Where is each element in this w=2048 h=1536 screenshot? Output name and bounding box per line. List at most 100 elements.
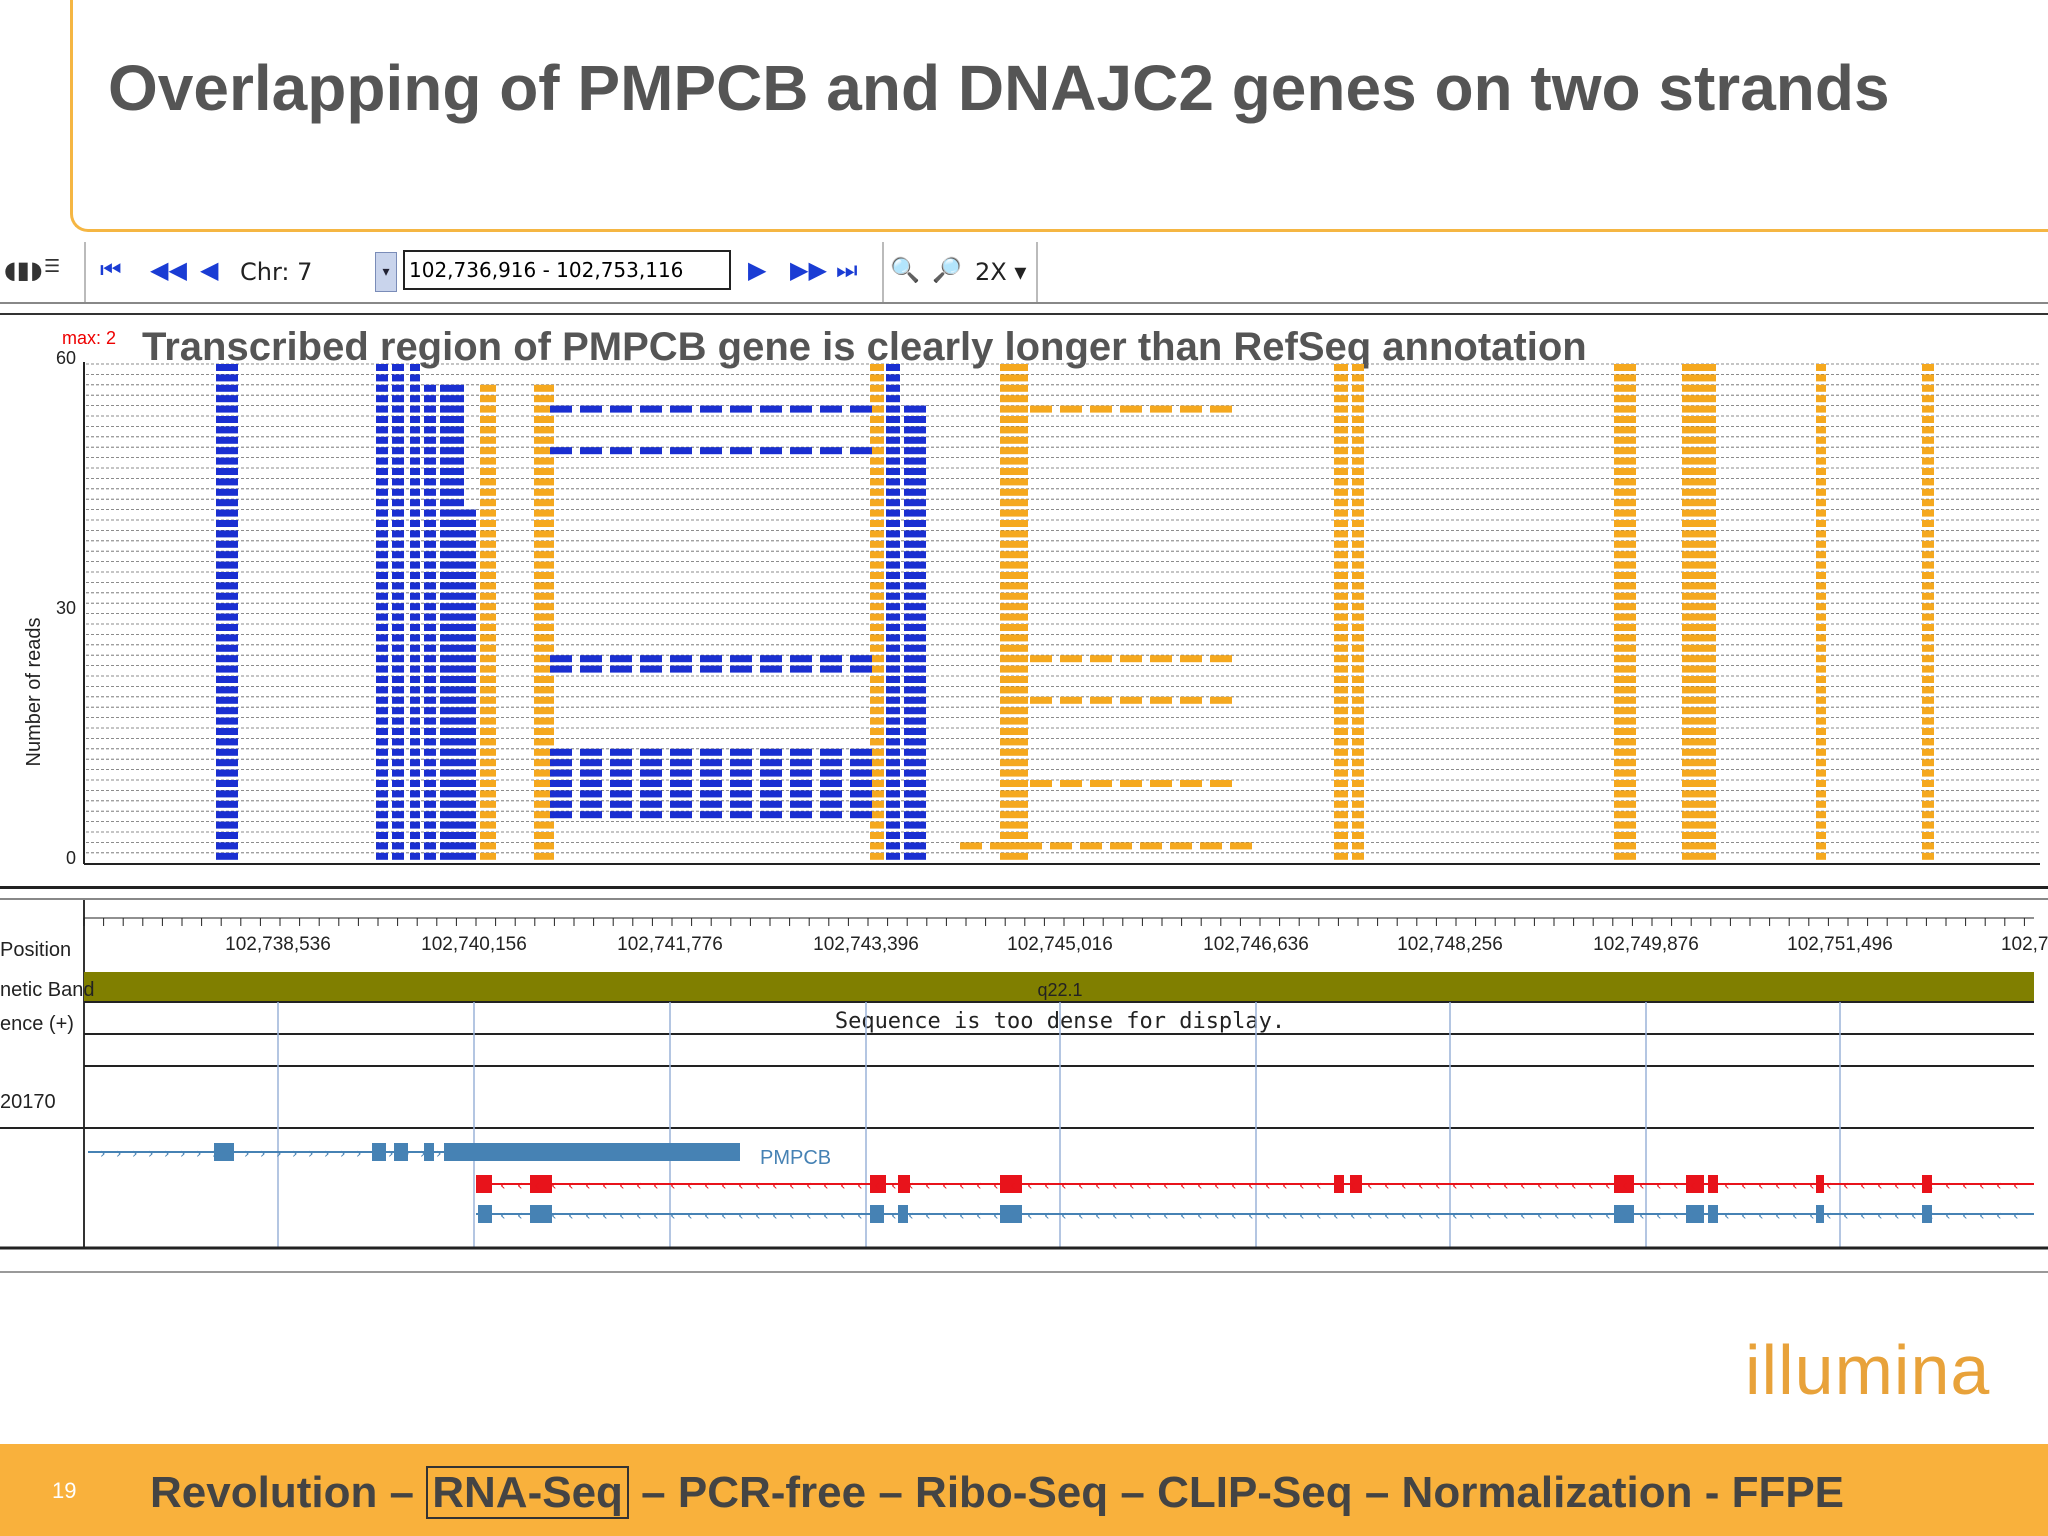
refseq-track-label: 20170 [0, 1091, 56, 1113]
svg-text:‹: ‹ [1299, 1208, 1305, 1224]
svg-text:‹: ‹ [1843, 1178, 1849, 1194]
svg-text:‹: ‹ [1979, 1208, 1985, 1224]
svg-text:‹: ‹ [840, 1208, 846, 1224]
y-tick-0: 0 [66, 848, 76, 868]
chr-value: 7 [297, 258, 313, 286]
svg-text:‹: ‹ [1741, 1208, 1747, 1224]
svg-text:‹: ‹ [1333, 1178, 1339, 1194]
jump-left-icon[interactable]: ◀◀ [150, 256, 187, 284]
svg-text:›: › [164, 1146, 170, 1162]
svg-text:‹: ‹ [1775, 1208, 1781, 1224]
svg-text:‹: ‹ [636, 1178, 642, 1194]
svg-text:‹: ‹ [976, 1178, 982, 1194]
svg-text:‹: ‹ [551, 1178, 557, 1194]
position-input[interactable] [403, 250, 731, 290]
svg-text:›: › [276, 1146, 282, 1162]
svg-text:‹: ‹ [1078, 1208, 1084, 1224]
svg-text:‹: ‹ [1656, 1208, 1662, 1224]
svg-text:›: › [324, 1146, 330, 1162]
gene-models: › › › › › › › › › › › › › › › › › › › › › › ‹ ‹ ‹ ‹ ‹ ‹ ‹ ‹ ‹ ‹ ‹ ‹ ‹ ‹ ‹ ‹ ‹ ‹… [88, 1143, 2034, 1224]
step-left-icon[interactable]: ◀ [200, 256, 219, 284]
svg-text:‹: ‹ [772, 1178, 778, 1194]
svg-text:‹: ‹ [1044, 1208, 1050, 1224]
svg-text:‹: ‹ [1809, 1178, 1815, 1194]
zoom-select[interactable]: 2X ▾ [975, 258, 1027, 286]
svg-text:‹: ‹ [1605, 1178, 1611, 1194]
svg-text:‹: ‹ [976, 1208, 982, 1224]
jump-far-right-icon[interactable]: ⏭ [836, 256, 858, 284]
svg-text:‹: ‹ [1367, 1208, 1373, 1224]
svg-text:‹: ‹ [1894, 1178, 1900, 1194]
svg-text:‹: ‹ [1588, 1208, 1594, 1224]
svg-text:‹: ‹ [1248, 1208, 1254, 1224]
svg-text:‹: ‹ [993, 1208, 999, 1224]
svg-text:‹: ‹ [1690, 1178, 1696, 1194]
svg-text:‹: ‹ [1622, 1178, 1628, 1194]
svg-text:‹: ‹ [1163, 1178, 1169, 1194]
svg-text:›: › [148, 1146, 154, 1162]
svg-text:›: › [116, 1146, 122, 1162]
svg-text:‹: ‹ [1996, 1208, 2002, 1224]
svg-text:‹: ‹ [687, 1178, 693, 1194]
chromosome-view-icon[interactable]: ◖▮◗ [4, 256, 43, 284]
jump-far-left-icon[interactable]: ⏮ [100, 256, 122, 284]
svg-text:‹: ‹ [993, 1178, 999, 1194]
svg-text:‹: ‹ [1758, 1208, 1764, 1224]
svg-text:›: › [180, 1146, 186, 1162]
svg-text:‹: ‹ [908, 1208, 914, 1224]
svg-text:‹: ‹ [1469, 1178, 1475, 1194]
svg-text:‹: ‹ [1673, 1208, 1679, 1224]
step-right-icon[interactable]: ▶ [748, 256, 767, 284]
footer-highlight: RNA-Seq [426, 1466, 629, 1519]
svg-text:›: › [340, 1146, 346, 1162]
svg-text:›: › [420, 1146, 426, 1162]
svg-text:‹: ‹ [1282, 1208, 1288, 1224]
svg-text:‹: ‹ [1826, 1178, 1832, 1194]
svg-text:‹: ‹ [1520, 1178, 1526, 1194]
svg-text:‹: ‹ [500, 1208, 506, 1224]
svg-text:‹: ‹ [925, 1178, 931, 1194]
zoom-out-icon[interactable]: 🔍 [890, 256, 920, 284]
svg-text:‹: ‹ [1095, 1208, 1101, 1224]
svg-text:‹: ‹ [1877, 1208, 1883, 1224]
svg-text:‹: ‹ [1146, 1178, 1152, 1194]
svg-text:‹: ‹ [1503, 1208, 1509, 1224]
svg-text:‹: ‹ [2013, 1178, 2019, 1194]
svg-text:‹: ‹ [551, 1208, 557, 1224]
svg-text:‹: ‹ [1554, 1178, 1560, 1194]
svg-text:‹: ‹ [721, 1178, 727, 1194]
chr-dropdown[interactable]: ▾ [375, 252, 397, 292]
svg-text:‹: ‹ [1231, 1208, 1237, 1224]
svg-text:‹: ‹ [1962, 1178, 1968, 1194]
svg-text:›: › [228, 1146, 234, 1162]
ruler-tick-label: 102,75 [2001, 934, 2048, 955]
svg-text:‹: ‹ [517, 1178, 523, 1194]
svg-text:‹: ‹ [1945, 1208, 1951, 1224]
svg-text:‹: ‹ [636, 1208, 642, 1224]
toolbar-divider [84, 242, 86, 302]
svg-text:‹: ‹ [1911, 1178, 1917, 1194]
svg-text:‹: ‹ [1282, 1178, 1288, 1194]
svg-text:‹: ‹ [789, 1208, 795, 1224]
svg-text:‹: ‹ [1843, 1208, 1849, 1224]
svg-text:‹: ‹ [1248, 1178, 1254, 1194]
svg-text:‹: ‹ [755, 1178, 761, 1194]
jump-right-icon[interactable]: ▶▶ [790, 256, 827, 284]
svg-text:‹: ‹ [1690, 1208, 1696, 1224]
svg-text:›: › [404, 1146, 410, 1162]
svg-text:‹: ‹ [823, 1208, 829, 1224]
svg-text:‹: ‹ [1010, 1208, 1016, 1224]
ruler-tick-label: 102,745,016 [1007, 934, 1113, 955]
svg-text:›: › [196, 1146, 202, 1162]
svg-text:‹: ‹ [908, 1178, 914, 1194]
svg-text:‹: ‹ [1027, 1208, 1033, 1224]
svg-text:‹: ‹ [1265, 1208, 1271, 1224]
svg-text:‹: ‹ [1537, 1178, 1543, 1194]
svg-text:‹: ‹ [704, 1178, 710, 1194]
svg-text:‹: ‹ [823, 1178, 829, 1194]
coverage-annotation: Transcribed region of PMPCB gene is clea… [142, 325, 1587, 369]
svg-text:‹: ‹ [670, 1178, 676, 1194]
zoom-in-icon[interactable]: 🔎 [932, 256, 962, 284]
svg-text:‹: ‹ [602, 1178, 608, 1194]
track-view-icon[interactable]: ☰ [44, 256, 61, 277]
